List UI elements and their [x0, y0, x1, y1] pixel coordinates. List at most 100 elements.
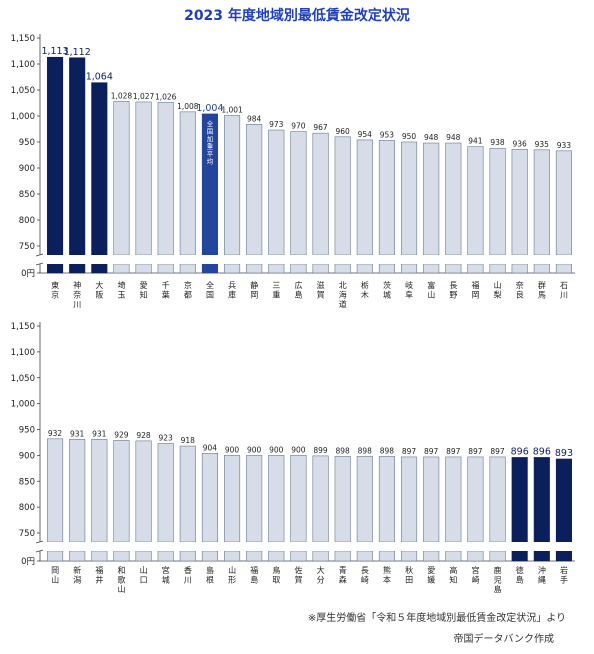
data-label: 1,026 — [155, 92, 177, 101]
bar-base — [91, 550, 108, 562]
y-tick-label: 800 — [19, 216, 35, 226]
data-label: 1,028 — [111, 91, 133, 100]
data-label: 900 — [269, 445, 284, 454]
bar-base — [179, 263, 196, 274]
bar — [179, 445, 196, 543]
y-tick-label: 900 — [19, 164, 35, 174]
category-label: 福井 — [95, 566, 103, 585]
axis-break-mark — [35, 262, 44, 266]
bar-base — [224, 550, 241, 562]
category-label: 秋田 — [405, 565, 413, 585]
category-label: 奈良 — [516, 280, 524, 300]
bar — [201, 453, 218, 543]
bar-base — [135, 263, 152, 274]
bar-base — [47, 550, 64, 562]
axis-break-band — [38, 542, 577, 551]
data-label: 898 — [380, 446, 395, 455]
data-label: 948 — [446, 133, 461, 142]
category-label: 鳥取 — [272, 565, 280, 585]
y-tick-label: 1,100 — [11, 348, 35, 358]
bar-base — [312, 550, 329, 562]
axis-break-mark — [35, 253, 44, 257]
bar — [290, 131, 307, 256]
bar-base — [489, 550, 506, 562]
bar — [467, 146, 484, 256]
data-label: 896 — [533, 446, 551, 457]
bar-base — [555, 550, 572, 562]
bar — [401, 456, 418, 543]
category-label: 石川 — [560, 281, 568, 300]
bar — [555, 458, 572, 543]
category-label: 富山 — [427, 280, 435, 300]
category-label: 大阪 — [95, 280, 103, 300]
bar — [334, 136, 351, 256]
category-label: 愛媛 — [427, 565, 435, 585]
bar — [246, 455, 263, 543]
data-label: 1,064 — [86, 72, 113, 83]
y-tick-label: 1,000 — [11, 400, 35, 410]
data-label: 932 — [48, 429, 63, 438]
bar-base — [113, 263, 130, 274]
category-label: 鹿児島 — [494, 565, 502, 594]
category-label: 広島 — [294, 280, 302, 300]
y-tick-label: 800 — [19, 503, 35, 513]
category-label: 和歌山 — [117, 566, 125, 594]
bar-base — [157, 263, 174, 274]
bar — [268, 455, 285, 543]
category-label: 高知 — [449, 565, 457, 585]
category-label: 茨城 — [383, 280, 391, 300]
bar-base — [378, 263, 395, 274]
data-label: 960 — [336, 127, 351, 136]
bar-base — [511, 263, 528, 274]
y-tick-label: 900 — [19, 451, 35, 461]
bar — [401, 141, 418, 256]
data-label: 984 — [247, 114, 262, 123]
y-tick-label: 750 — [19, 242, 35, 252]
category-label: 熊本 — [383, 565, 391, 585]
data-label: 1,001 — [221, 105, 243, 114]
data-label: 897 — [402, 447, 417, 456]
bar — [157, 102, 174, 256]
bar — [224, 455, 241, 543]
bar — [378, 456, 395, 543]
category-label: 大分 — [317, 565, 325, 585]
data-label: 900 — [291, 445, 306, 454]
data-label: 973 — [269, 120, 284, 129]
category-label: 全国 — [206, 280, 214, 300]
bar — [378, 140, 395, 256]
bar-base — [423, 550, 440, 562]
bar-base — [356, 550, 373, 562]
category-label: 山口 — [140, 565, 148, 585]
category-label: 三重 — [272, 281, 280, 300]
bar-base — [224, 263, 241, 274]
bar — [467, 456, 484, 543]
category-label: 長野 — [449, 281, 457, 300]
bar-base — [113, 550, 130, 562]
data-label: 918 — [181, 436, 196, 445]
y-tick-label: 950 — [19, 138, 35, 148]
category-label: 佐賀 — [294, 565, 302, 585]
bar — [312, 132, 329, 256]
data-label: 931 — [70, 429, 85, 438]
data-label: 929 — [114, 430, 129, 439]
bar-base — [246, 263, 263, 274]
chart-title: 2023 年度地域別最低賃金改定状況 — [184, 8, 410, 24]
category-label: 群馬 — [538, 280, 546, 300]
bar — [69, 439, 86, 543]
category-label: 北海道 — [339, 281, 347, 309]
data-label: 904 — [203, 443, 218, 452]
y-tick-label: 950 — [19, 426, 35, 436]
bar-base — [334, 550, 351, 562]
y-tick-label: 1,150 — [11, 34, 35, 44]
bar — [91, 439, 108, 543]
data-label: 1,004 — [196, 103, 223, 114]
bar-base — [91, 263, 108, 274]
category-label: 島根 — [206, 565, 214, 585]
bar — [91, 82, 108, 256]
data-label: 900 — [247, 445, 262, 454]
bar — [533, 457, 550, 543]
bar-base — [69, 550, 86, 562]
data-label: 967 — [313, 123, 328, 132]
data-label: 970 — [291, 122, 306, 131]
